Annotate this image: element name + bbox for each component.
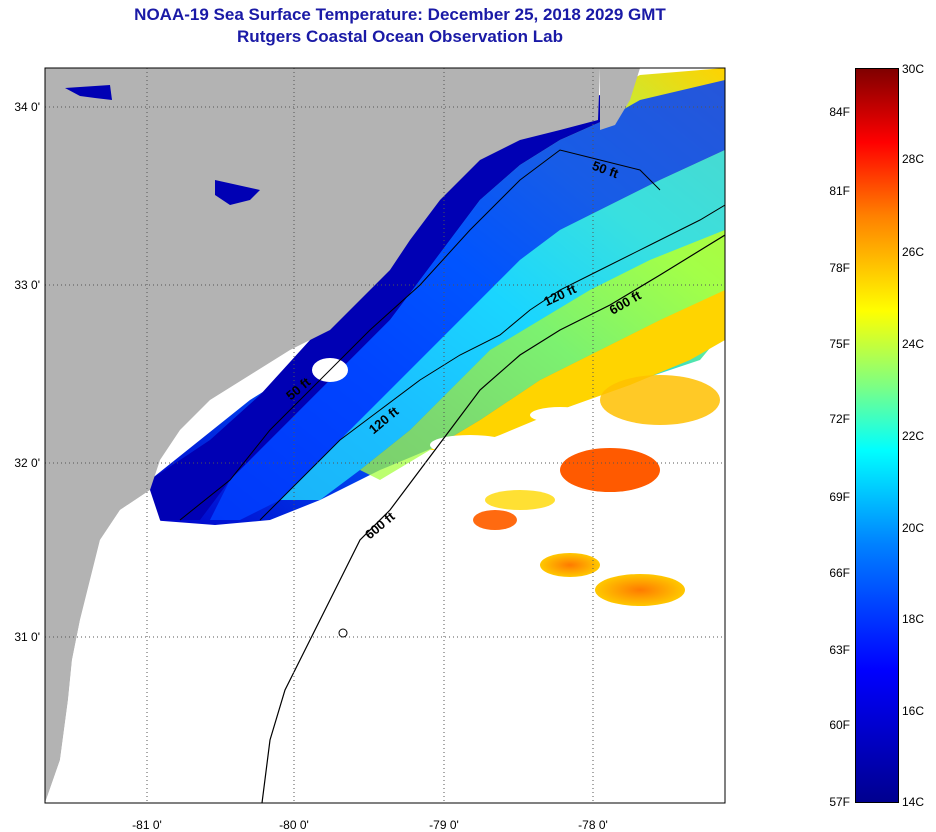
contour-50ft bbox=[179, 149, 661, 521]
cbar-f-84: 84F bbox=[829, 105, 850, 119]
cbar-c-20: 20C bbox=[902, 521, 925, 535]
warm-patch-6 bbox=[485, 490, 555, 510]
warm-patch-5 bbox=[600, 375, 720, 425]
cloud-gap-1 bbox=[430, 435, 510, 455]
map-subtitle: Rutgers Coastal Ocean Observation Lab bbox=[237, 27, 563, 46]
cbar-f-69: 69F bbox=[829, 490, 850, 504]
cbar-c-26: 26C bbox=[902, 245, 925, 259]
cbar-f-57: 57F bbox=[829, 795, 850, 809]
lon-label-78: -78 0' bbox=[578, 818, 608, 832]
cyan-band bbox=[280, 150, 725, 500]
lat-label-31: 31 0' bbox=[14, 630, 40, 644]
cbar-f-78: 78F bbox=[829, 261, 850, 275]
cbar-c-18: 18C bbox=[902, 612, 925, 626]
lat-label-33: 33 0' bbox=[14, 278, 40, 292]
land-northeast bbox=[600, 68, 640, 130]
cbar-f-72: 72F bbox=[829, 412, 850, 426]
cbar-c-22: 22C bbox=[902, 429, 925, 443]
warm-patch-1 bbox=[560, 448, 660, 492]
cloud-gap-2 bbox=[530, 407, 590, 423]
map-frame bbox=[45, 68, 725, 803]
cbar-f-63: 63F bbox=[829, 643, 850, 657]
cold-shelf bbox=[150, 95, 605, 520]
warm-patch-2 bbox=[473, 510, 517, 530]
inland-water bbox=[65, 85, 112, 100]
lat-label-34: 34 0' bbox=[14, 100, 40, 114]
shoal-marker bbox=[338, 628, 348, 638]
land bbox=[45, 68, 600, 803]
contour-600ft bbox=[261, 234, 725, 803]
lon-label-79: -79 0' bbox=[429, 818, 459, 832]
cbar-c-28: 28C bbox=[902, 152, 925, 166]
cbar-f-75: 75F bbox=[829, 337, 850, 351]
map-border bbox=[44, 67, 726, 804]
cbar-c-16: 16C bbox=[902, 704, 925, 718]
warm-patch-4 bbox=[540, 553, 600, 577]
cbar-f-60: 60F bbox=[829, 718, 850, 732]
lon-label-80: -80 0' bbox=[279, 818, 309, 832]
cbar-c-24: 24C bbox=[902, 337, 925, 351]
lat-label-32: 32 0' bbox=[14, 456, 40, 470]
warm-patch-3 bbox=[595, 574, 685, 606]
lon-label-81: -81 0' bbox=[132, 818, 162, 832]
grid bbox=[45, 68, 725, 803]
marsh-zone bbox=[45, 490, 260, 803]
contour-120ft bbox=[259, 204, 725, 521]
cbar-f-66: 66F bbox=[829, 566, 850, 580]
temperature-colorbar bbox=[855, 68, 899, 803]
yellow-band bbox=[430, 290, 725, 450]
cbar-c-30: 30C bbox=[902, 62, 925, 76]
blue-band bbox=[210, 80, 725, 520]
map-title: NOAA-19 Sea Surface Temperature: Decembe… bbox=[134, 5, 666, 24]
cbar-c-14: 14C bbox=[902, 795, 925, 809]
cbar-f-81: 81F bbox=[829, 184, 850, 198]
inland-water-2 bbox=[215, 180, 260, 205]
green-band bbox=[360, 230, 725, 480]
